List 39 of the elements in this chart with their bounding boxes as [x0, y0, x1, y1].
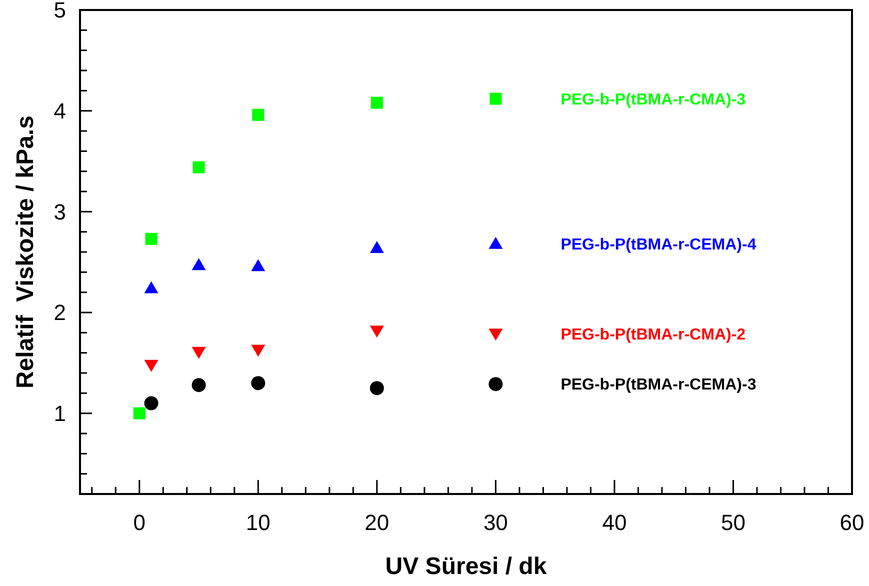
point [192, 258, 206, 270]
point [251, 376, 266, 390]
point [488, 377, 503, 392]
x-tick-label: 10 [246, 510, 270, 535]
point [145, 232, 158, 245]
text: PEG-b-P(tBMA-r-CMA)-3 [560, 91, 746, 108]
point [370, 326, 384, 338]
point [488, 328, 503, 341]
point [144, 396, 158, 410]
x-tick-label: 30 [483, 510, 508, 535]
point [370, 381, 384, 396]
point [370, 240, 384, 253]
point [252, 108, 264, 121]
x-tick-label: 0 [133, 510, 146, 535]
y-tick-label: 1 [54, 401, 66, 426]
y-tick-label: 5 [54, 0, 66, 23]
point [144, 281, 158, 294]
y-axis-title: Relatif Viskozite / kPa.s [12, 115, 39, 389]
point [192, 161, 205, 174]
x-tick-label: 50 [720, 510, 746, 535]
x-tick-label: 40 [602, 510, 627, 535]
text: PEG-b-P(tBMA-r-CMA)-2 [560, 326, 746, 344]
point [251, 344, 266, 357]
y-tick-label: 4 [54, 98, 66, 124]
x-tick-label: 60 [840, 510, 864, 535]
point [133, 407, 146, 420]
text: PEG-b-P(tBMA-r-CEMA)-4 [560, 236, 756, 254]
y-tick-label: 2 [54, 300, 66, 326]
x-tick-label: 20 [364, 510, 390, 535]
x-axis-title: UV Süresi / dk [385, 553, 548, 580]
point [488, 236, 503, 249]
point [144, 360, 158, 372]
y-tick-label: 3 [54, 199, 66, 224]
point [490, 92, 502, 105]
point [370, 96, 383, 109]
point [192, 346, 206, 359]
point [192, 378, 206, 392]
text: PEG-b-P(tBMA-r-CEMA)-3 [560, 376, 756, 394]
point [251, 259, 266, 272]
